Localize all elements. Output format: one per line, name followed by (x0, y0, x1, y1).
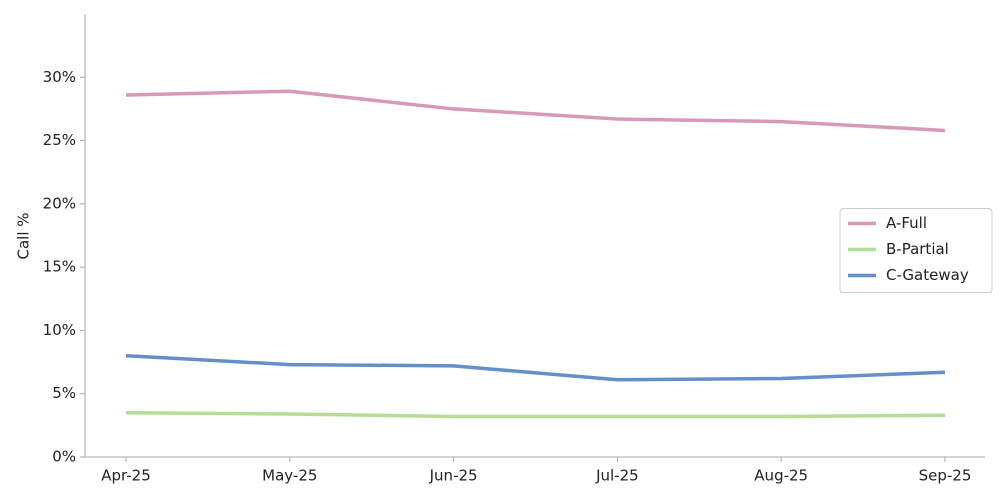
legend-box (839, 208, 993, 293)
legend-label: A-Full (886, 214, 927, 232)
x-tick-label: Jul-25 (595, 467, 639, 485)
x-tick-label: Aug-25 (754, 467, 808, 485)
series-line (125, 89, 946, 133)
series-line (125, 410, 946, 419)
x-tick-label: May-25 (262, 467, 317, 485)
y-tick-label: 15% (43, 258, 76, 276)
x-tick-label: Jun-25 (429, 467, 478, 485)
y-tick-label: 25% (43, 131, 76, 149)
y-axis-label: Call % (15, 212, 33, 259)
legend-label: B-Partial (886, 240, 949, 258)
series-line (125, 353, 946, 382)
x-tick-label: Apr-25 (101, 467, 151, 485)
legend-label: C-Gateway (886, 266, 969, 284)
y-tick-label: 10% (43, 321, 76, 339)
y-tick-label: 5% (52, 384, 76, 402)
y-tick-label: 20% (43, 194, 76, 212)
y-tick-label: 30% (43, 68, 76, 86)
x-tick-label: Sep-25 (919, 467, 972, 485)
y-tick-label: 0% (52, 448, 76, 466)
